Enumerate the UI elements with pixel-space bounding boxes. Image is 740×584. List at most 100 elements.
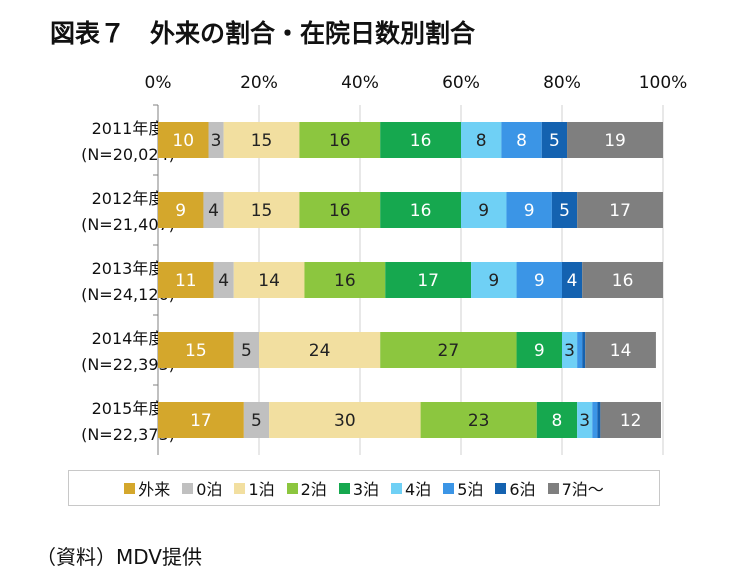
legend-item: 3泊 <box>338 476 379 500</box>
legend-swatch <box>286 482 298 494</box>
legend-label: 6泊 <box>509 480 536 499</box>
legend-item: 2泊 <box>286 476 327 500</box>
data-label: 15 <box>251 201 273 221</box>
bar-segment <box>380 332 517 368</box>
y-category-label: (N=22,393) <box>81 355 175 374</box>
x-tick-label: 40% <box>341 73 379 93</box>
legend-label: 1泊 <box>248 480 275 499</box>
source-note: （資料）MDV提供 <box>36 545 202 569</box>
legend-swatch <box>443 482 455 494</box>
y-category-label: (N=22,373) <box>81 425 175 444</box>
y-category-label: 2012年度 <box>92 189 165 208</box>
legend-label: 3泊 <box>352 480 379 499</box>
x-tick-label: 100% <box>639 73 688 93</box>
y-category-label: (N=20,024) <box>81 145 175 164</box>
bar-segment <box>380 192 461 228</box>
bar-segment <box>461 122 502 158</box>
legend-label: 2泊 <box>300 480 327 499</box>
data-label: 16 <box>612 271 634 291</box>
y-category-label: 2013年度 <box>92 259 165 278</box>
data-label: 9 <box>534 341 545 361</box>
bar-segment <box>158 262 214 298</box>
data-label: 4 <box>218 271 229 291</box>
legend-swatch <box>182 482 194 494</box>
data-label: 5 <box>251 411 262 431</box>
data-label: 3 <box>564 341 575 361</box>
bar-segment <box>420 402 537 438</box>
legend-label: 外来 <box>138 480 171 499</box>
bar-segment <box>577 332 583 368</box>
bar-segment <box>577 192 663 228</box>
y-category-label: 2015年度 <box>92 399 165 418</box>
legend-label: 7泊～ <box>561 480 604 499</box>
bar-segment <box>582 262 663 298</box>
chart-title: 図表７ 外来の割合・在院日数別割合 <box>50 19 476 48</box>
bar-segment <box>158 402 244 438</box>
data-label: 8 <box>516 131 527 151</box>
legend-item: 6泊 <box>495 476 536 500</box>
data-label: 23 <box>468 411 490 431</box>
data-label: 4 <box>208 201 219 221</box>
bar-segment <box>203 192 224 228</box>
data-label: 17 <box>417 271 439 291</box>
data-label: 17 <box>190 411 212 431</box>
legend-swatch <box>391 482 402 494</box>
data-label: 16 <box>334 271 356 291</box>
data-label: 9 <box>524 201 535 221</box>
x-tick-label: 0% <box>145 73 172 93</box>
bar-segment <box>213 262 234 298</box>
bar-segment <box>243 402 270 438</box>
bar-segment <box>541 122 568 158</box>
data-label: 3 <box>211 131 222 151</box>
data-label: 5 <box>241 341 252 361</box>
y-category-label: (N=24,126) <box>81 285 175 304</box>
bar-segment <box>208 122 224 158</box>
data-label: 5 <box>559 201 570 221</box>
legend-swatch <box>338 482 350 494</box>
data-label: 8 <box>476 131 487 151</box>
y-category-label: 2014年度 <box>92 329 165 348</box>
x-tick-label: 60% <box>442 73 480 93</box>
data-label: 16 <box>410 201 432 221</box>
legend-swatch <box>547 482 559 494</box>
data-label: 9 <box>175 201 186 221</box>
legend-item: 4泊 <box>391 476 431 500</box>
data-label: 3 <box>579 411 590 431</box>
bar-segment <box>582 332 586 368</box>
bar-segment <box>385 262 472 298</box>
bar-segment <box>233 332 259 368</box>
bar-segment <box>269 402 421 438</box>
bar-segment <box>380 122 461 158</box>
bar-segment <box>567 122 663 158</box>
legend-swatch <box>124 482 136 494</box>
bar-segment <box>259 332 381 368</box>
bar-segment <box>461 192 507 228</box>
data-label: 16 <box>410 131 432 151</box>
legend-item: 1泊 <box>234 476 275 500</box>
bar-segment <box>592 402 598 438</box>
data-label: 16 <box>329 201 351 221</box>
data-label: 4 <box>567 271 578 291</box>
legend-swatch <box>234 482 246 494</box>
y-category-label: (N=21,407) <box>81 215 175 234</box>
bar-segment <box>158 122 209 158</box>
chart-legend: 外来 0泊 1泊 2泊 3泊 4泊 5泊 6泊 7泊～ <box>68 470 660 506</box>
legend-label: 4泊 <box>405 480 432 499</box>
y-category-label: 2011年度 <box>92 119 165 138</box>
data-label: 24 <box>309 341 331 361</box>
bar-segment <box>562 262 583 298</box>
data-label: 12 <box>620 411 642 431</box>
legend-item: 外来 <box>124 476 170 500</box>
bar-segment <box>600 402 661 438</box>
data-label: 15 <box>251 131 273 151</box>
bar-segment <box>158 332 234 368</box>
bar-segment <box>516 332 562 368</box>
data-label: 14 <box>258 271 280 291</box>
legend-item: 5泊 <box>443 476 483 500</box>
legend-label: 5泊 <box>457 480 484 499</box>
legend-item: 0泊 <box>182 476 222 500</box>
bar-segment <box>551 192 578 228</box>
data-label: 11 <box>175 271 197 291</box>
bar-segment <box>233 262 305 298</box>
bar-segment <box>299 122 381 158</box>
